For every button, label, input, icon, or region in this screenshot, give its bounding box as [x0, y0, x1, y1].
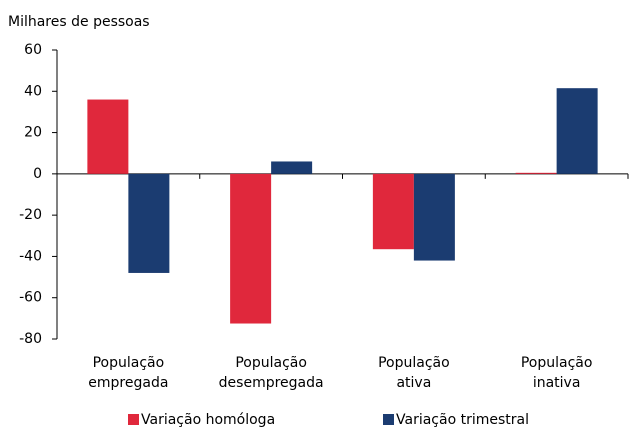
y-tick-label: 20 [24, 125, 42, 141]
bar [230, 173, 272, 324]
y-tick-label: -20 [19, 207, 42, 223]
bar [128, 173, 170, 273]
y-tick-label: 40 [24, 83, 42, 99]
x-tick-label: População [521, 355, 593, 371]
x-tick-label: ativa [396, 375, 431, 391]
y-tick-label: 60 [24, 42, 42, 58]
y-tick-label: -40 [19, 248, 42, 264]
legend-swatch [383, 414, 394, 425]
bar [413, 173, 455, 261]
y-axis-title: Milhares de pessoas [8, 14, 150, 30]
y-tick-label: -80 [19, 331, 42, 347]
x-tick-label: População [93, 355, 165, 371]
y-tick-label: -60 [19, 290, 42, 306]
bar [271, 161, 313, 174]
bar [372, 173, 414, 250]
y-tick-label: 0 [33, 166, 42, 182]
legend-label: Variação trimestral [396, 412, 529, 428]
x-tick-label: empregada [88, 375, 168, 391]
x-tick-label: desempregada [219, 375, 324, 391]
bar [515, 172, 557, 174]
bar [556, 88, 598, 174]
x-tick-label: inativa [533, 375, 581, 391]
x-tick-label: População [378, 355, 450, 371]
legend-swatch [128, 414, 139, 425]
x-tick-label: População [235, 355, 307, 371]
bar [87, 99, 129, 174]
legend-label: Variação homóloga [141, 412, 275, 428]
